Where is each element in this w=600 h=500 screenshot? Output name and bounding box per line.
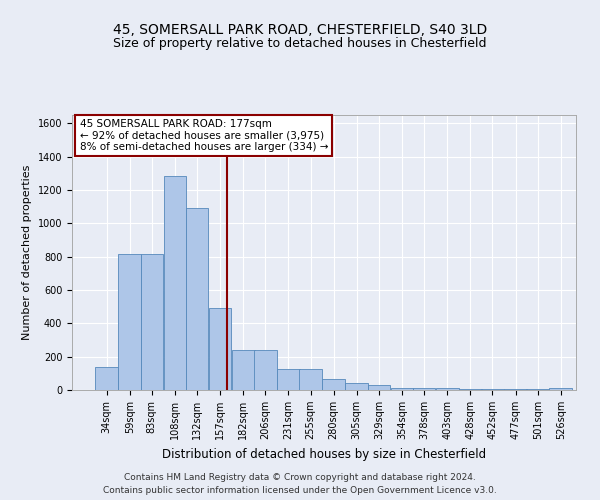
X-axis label: Distribution of detached houses by size in Chesterfield: Distribution of detached houses by size …: [162, 448, 486, 460]
Bar: [459, 389, 482, 390]
Y-axis label: Number of detached properties: Number of detached properties: [22, 165, 32, 340]
Bar: [277, 369, 300, 390]
Bar: [118, 254, 141, 390]
Bar: [186, 208, 208, 390]
Text: Size of property relative to detached houses in Chesterfield: Size of property relative to detached ho…: [113, 38, 487, 51]
Bar: [346, 384, 368, 390]
Text: 45, SOMERSALL PARK ROAD, CHESTERFIELD, S40 3LD: 45, SOMERSALL PARK ROAD, CHESTERFIELD, S…: [113, 22, 487, 36]
Bar: [95, 366, 118, 390]
Bar: [322, 379, 345, 390]
Bar: [413, 388, 436, 390]
Bar: [504, 389, 527, 390]
Bar: [209, 308, 232, 390]
Bar: [391, 388, 413, 390]
Bar: [164, 176, 186, 390]
Bar: [254, 350, 277, 390]
Bar: [232, 350, 254, 390]
Text: 45 SOMERSALL PARK ROAD: 177sqm
← 92% of detached houses are smaller (3,975)
8% o: 45 SOMERSALL PARK ROAD: 177sqm ← 92% of …: [80, 119, 328, 152]
Bar: [140, 254, 163, 390]
Bar: [481, 389, 504, 390]
Bar: [550, 388, 572, 390]
Bar: [526, 389, 549, 390]
Bar: [368, 385, 390, 390]
Bar: [299, 369, 322, 390]
Text: Contains HM Land Registry data © Crown copyright and database right 2024.
Contai: Contains HM Land Registry data © Crown c…: [103, 474, 497, 495]
Bar: [436, 388, 458, 390]
